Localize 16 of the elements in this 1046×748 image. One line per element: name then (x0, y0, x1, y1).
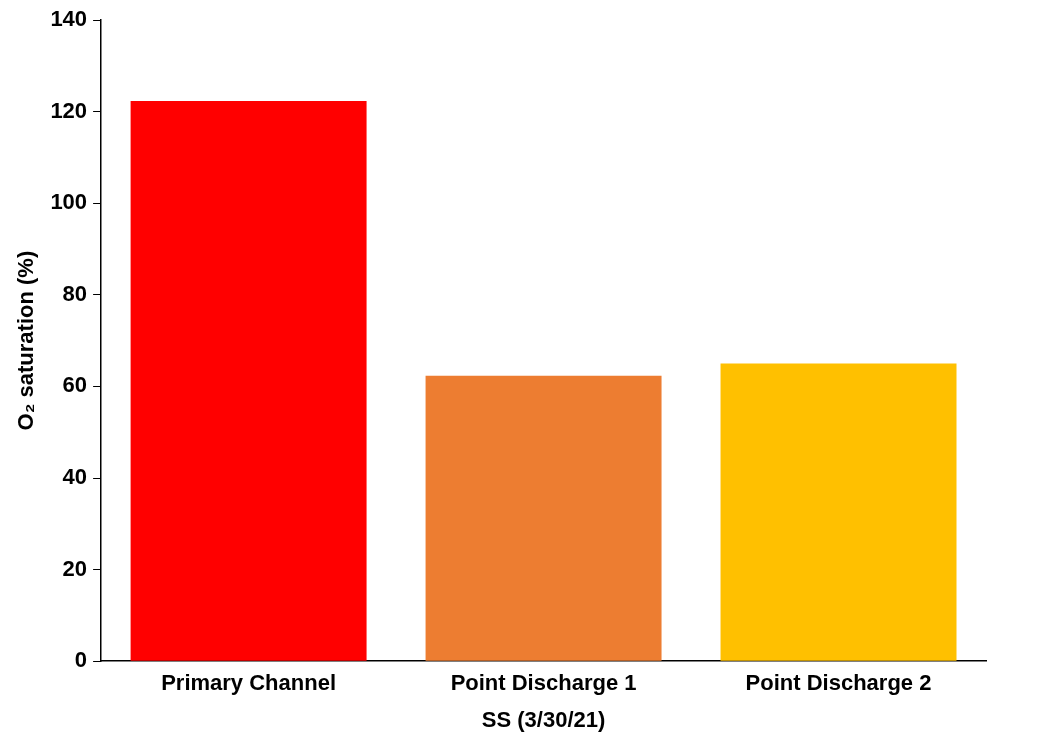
y-tick-label: 0 (74, 647, 88, 673)
x-tick-label: Point Discharge 1 (450, 670, 637, 696)
x-axis-title: SS (3/30/21) (481, 706, 606, 732)
x-tick-label: Point Discharge 2 (745, 670, 932, 696)
y-axis-title: O₂ saturation (%) (13, 250, 39, 431)
y-tick-label: 120 (50, 97, 88, 123)
y-tick-label: 80 (62, 280, 88, 306)
y-tick-label: 60 (62, 372, 88, 398)
bar (720, 363, 957, 661)
y-tick-label: 100 (50, 189, 88, 215)
y-tick-label: 20 (62, 555, 88, 581)
y-tick-label: 40 (62, 464, 88, 490)
x-tick-label: Primary Channel (161, 670, 337, 696)
bar (130, 101, 367, 661)
y-tick-label: 140 (50, 6, 88, 32)
bar (425, 375, 662, 661)
